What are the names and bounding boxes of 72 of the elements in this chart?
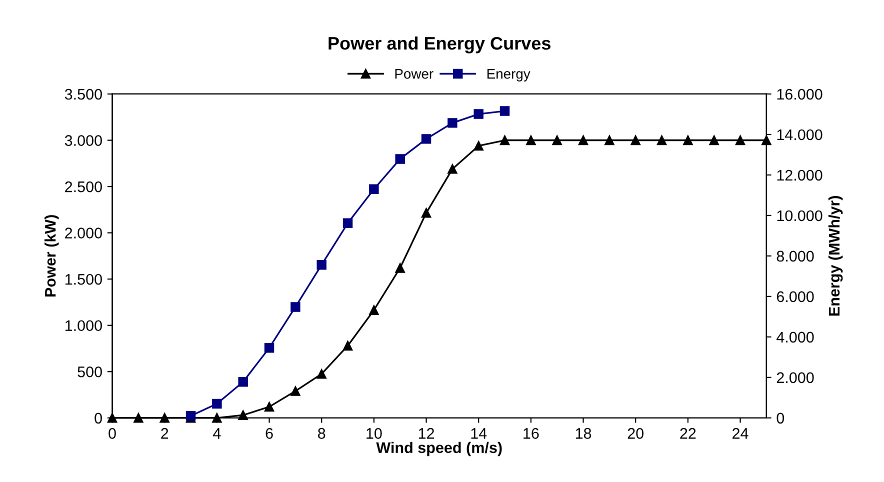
y-tick-label: 500 <box>78 366 102 378</box>
y2-tick-label: 6.000 <box>776 291 814 302</box>
x-tick-label: 6 <box>266 428 273 439</box>
point <box>421 208 432 218</box>
point <box>604 135 614 146</box>
x-tick-label: 24 <box>732 428 748 439</box>
point <box>395 154 405 164</box>
point <box>448 118 458 128</box>
point <box>290 386 300 396</box>
y2-tick-label: 16.000 <box>777 88 822 100</box>
y2-tick-label: 12.000 <box>777 170 822 181</box>
chart-title: Power and Energy Curves <box>328 36 550 54</box>
x-tick-label: 18 <box>576 428 592 439</box>
point <box>630 135 640 146</box>
point <box>448 164 458 174</box>
point <box>578 135 588 146</box>
y-tick-label: 3.000 <box>64 135 102 146</box>
point <box>316 369 326 379</box>
y-tick-label: 3.500 <box>64 88 102 100</box>
point <box>500 135 510 146</box>
point <box>474 109 484 119</box>
point <box>709 135 719 146</box>
x-tick-label: 14 <box>471 428 487 439</box>
point <box>342 340 353 351</box>
y2-tick-label: 0 <box>776 412 784 424</box>
y2-axis-title: Energy (MWh/yr) <box>828 196 843 316</box>
x-tick-label: 10 <box>366 428 382 439</box>
point <box>656 135 667 146</box>
y-tick-label: 2.500 <box>65 181 102 192</box>
x-tick-label: 22 <box>680 428 696 439</box>
point <box>107 413 118 423</box>
point <box>552 135 562 146</box>
x-axis-title: Wind speed (m/s) <box>376 442 502 456</box>
y2-tick-label: 2.000 <box>776 372 814 384</box>
x-tick-label: 8 <box>318 428 326 439</box>
x-tick-label: 2 <box>161 428 168 439</box>
x-tick-label: 20 <box>628 428 644 439</box>
point <box>238 377 248 387</box>
y-tick-label: 1.000 <box>65 320 102 332</box>
x-tick-label: 16 <box>524 428 539 439</box>
point <box>212 398 222 409</box>
point <box>369 305 379 315</box>
point <box>683 135 693 146</box>
x-tick-label: 4 <box>213 428 221 439</box>
point <box>316 260 326 270</box>
y2-tick-label: 4.000 <box>776 332 814 343</box>
point <box>160 413 170 423</box>
point <box>395 263 405 273</box>
y2-tick-label: 8.000 <box>776 250 814 262</box>
x-tick-label: 12 <box>418 428 434 439</box>
y2-tick-label: 14.000 <box>777 129 822 140</box>
point <box>474 140 484 151</box>
point <box>134 413 144 423</box>
y-tick-label: 0 <box>94 412 102 424</box>
point <box>264 342 274 353</box>
point <box>500 106 510 116</box>
legend-label: Power <box>395 69 434 79</box>
point <box>238 410 248 420</box>
point <box>421 134 432 144</box>
point <box>212 413 222 423</box>
point <box>264 402 274 412</box>
y-tick-label: 2.000 <box>65 228 102 238</box>
legend-label: Energy <box>487 69 530 82</box>
y-axis-title: Power (kW) <box>44 215 59 297</box>
point <box>369 184 379 194</box>
x-tick-label: 0 <box>108 428 116 439</box>
point <box>526 135 536 146</box>
point <box>342 218 353 228</box>
y2-tick-label: 10.000 <box>777 210 822 222</box>
point <box>290 302 300 312</box>
y-tick-label: 1.500 <box>65 274 102 285</box>
point <box>735 135 746 146</box>
